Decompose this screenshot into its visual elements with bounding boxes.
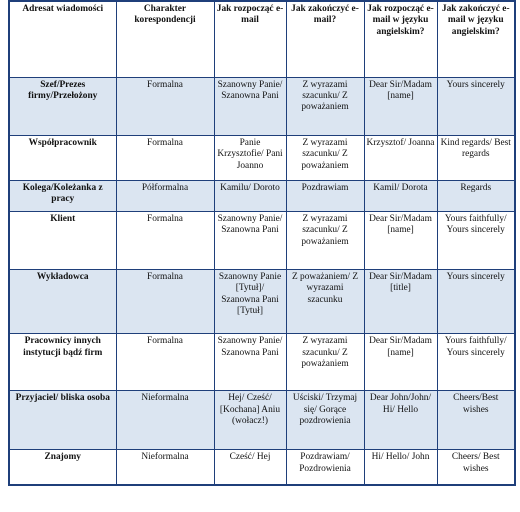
recipient-cell: Klient bbox=[8, 210, 117, 270]
character-cell: Nieformalna bbox=[115, 449, 215, 486]
email-etiquette-table: Adresat wiadomości Charakter koresponden… bbox=[8, 0, 516, 486]
end-cell: Z wyrazami szacunku/ Z poważaniem bbox=[285, 333, 365, 392]
start-english-cell: Dear Sir/Madam [title] bbox=[363, 268, 438, 335]
start-cell: Szanowny Panie [Tytuł]/ Szanowna Pani [T… bbox=[213, 268, 287, 335]
start-cell: Hej/ Cześć/ [Kochana] Aniu (wołacz!) bbox=[213, 390, 287, 451]
end-cell: Uściski/ Trzymaj się/ Gorące pozdrowieni… bbox=[285, 390, 365, 451]
start-english-cell: Dear Sir/Madam [name] bbox=[363, 210, 438, 270]
end-english-cell: Yours sincerely bbox=[436, 268, 516, 335]
character-cell: Formalna bbox=[115, 333, 215, 392]
end-english-cell: Kind regards/ Best regards bbox=[436, 134, 516, 181]
end-cell: Z wyrazami szacunku/ Z poważaniem bbox=[285, 76, 365, 136]
start-cell: Szanowny Panie/ Szanowna Pani bbox=[213, 76, 287, 136]
end-cell: Z wyrazami szacunku/ Z poważaniem bbox=[285, 210, 365, 270]
table-row: Znajomy Nieformalna Cześć/ Hej Pozdrawia… bbox=[8, 449, 516, 486]
start-english-cell: Krzysztof/ Joanna bbox=[363, 134, 438, 181]
end-english-cell: Yours faithfully/ Yours sincerely bbox=[436, 210, 516, 270]
character-cell: Nieformalna bbox=[115, 390, 215, 451]
table-row: Szef/Prezes firmy/Przełożony Formalna Sz… bbox=[8, 76, 516, 136]
character-cell: Formalna bbox=[115, 76, 215, 136]
end-english-cell: Cheers/ Best wishes bbox=[436, 449, 516, 486]
start-english-cell: Dear John/John/ Hi/ Hello bbox=[363, 390, 438, 451]
header-row: Adresat wiadomości Charakter koresponden… bbox=[8, 0, 516, 78]
start-cell: Panie Krzysztofie/ Pani Joanno bbox=[213, 134, 287, 181]
recipient-cell: Kolega/Koleżanka z pracy bbox=[8, 179, 117, 212]
recipient-cell: Współpracownik bbox=[8, 134, 117, 181]
recipient-cell: Wykładowca bbox=[8, 268, 117, 335]
table-row: Pracownicy innych instytucji bądź firm F… bbox=[8, 333, 516, 392]
end-cell: Z wyrazami szacunku/ Z poważaniem bbox=[285, 134, 365, 181]
table-row: Współpracownik Formalna Panie Krzysztofi… bbox=[8, 134, 516, 181]
table-row: Wykładowca Formalna Szanowny Panie [Tytu… bbox=[8, 268, 516, 335]
table-row: Klient Formalna Szanowny Panie/ Szanowna… bbox=[8, 210, 516, 270]
end-english-cell: Cheers/Best wishes bbox=[436, 390, 516, 451]
header-character: Charakter korespondencji bbox=[115, 0, 215, 78]
header-start-email-english: Jak rozpocząć e-mail w języku angielskim… bbox=[363, 0, 438, 78]
start-english-cell: Dear Sir/Madam [name] bbox=[363, 333, 438, 392]
start-english-cell: Hi/ Hello/ John bbox=[363, 449, 438, 486]
header-end-email-english: Jak zakończyć e-mail w języku angielskim… bbox=[436, 0, 516, 78]
header-end-email: Jak zakończyć e-mail? bbox=[285, 0, 365, 78]
start-cell: Szanowny Panie/ Szanowna Pani bbox=[213, 210, 287, 270]
recipient-cell: Znajomy bbox=[8, 449, 117, 486]
start-cell: Kamilu/ Doroto bbox=[213, 179, 287, 212]
start-english-cell: Kamil/ Dorota bbox=[363, 179, 438, 212]
recipient-cell: Pracownicy innych instytucji bądź firm bbox=[8, 333, 117, 392]
header-start-email: Jak rozpocząć e-mail bbox=[213, 0, 287, 78]
table-row: Kolega/Koleżanka z pracy Półformalna Kam… bbox=[8, 179, 516, 212]
table-row: Przyjaciel/ bliska osoba Nieformalna Hej… bbox=[8, 390, 516, 451]
end-english-cell: Regards bbox=[436, 179, 516, 212]
character-cell: Formalna bbox=[115, 210, 215, 270]
header-recipient: Adresat wiadomości bbox=[8, 0, 117, 78]
start-cell: Szanowny Panie/ Szanowna Pani bbox=[213, 333, 287, 392]
character-cell: Formalna bbox=[115, 268, 215, 335]
recipient-cell: Przyjaciel/ bliska osoba bbox=[8, 390, 117, 451]
end-english-cell: Yours sincerely bbox=[436, 76, 516, 136]
end-cell: Pozdrawiam bbox=[285, 179, 365, 212]
end-english-cell: Yours faithfully/ Yours sincerely bbox=[436, 333, 516, 392]
character-cell: Półformalna bbox=[115, 179, 215, 212]
email-etiquette-table-container: Adresat wiadomości Charakter koresponden… bbox=[8, 0, 516, 486]
start-english-cell: Dear Sir/Madam [name] bbox=[363, 76, 438, 136]
end-cell: Z poważaniem/ Z wyrazami szacunku bbox=[285, 268, 365, 335]
end-cell: Pozdrawiam/ Pozdrowienia bbox=[285, 449, 365, 486]
recipient-cell: Szef/Prezes firmy/Przełożony bbox=[8, 76, 117, 136]
character-cell: Formalna bbox=[115, 134, 215, 181]
start-cell: Cześć/ Hej bbox=[213, 449, 287, 486]
